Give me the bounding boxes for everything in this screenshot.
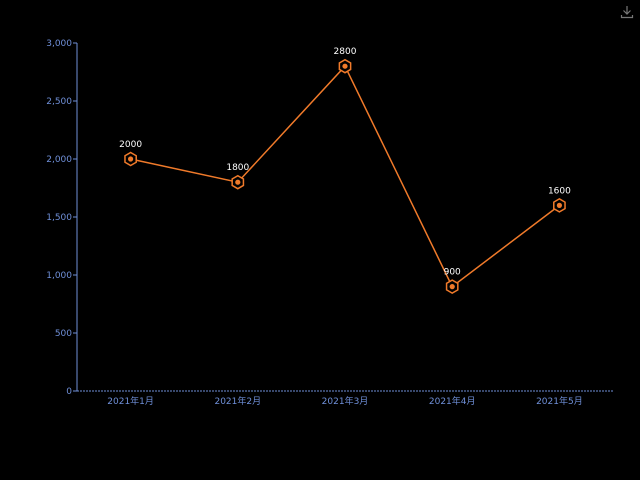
data-point[interactable] [553,198,566,213]
marker-dot [342,63,348,69]
x-tick-label: 2021年4月 [429,395,476,407]
y-tick-label: 2,500 [46,97,72,107]
data-label: 900 [444,268,461,278]
data-label: 2000 [119,140,142,150]
y-axis: 0 500 1,000 1,500 2,000 2,500 3,000 [46,39,78,397]
data-label: 1800 [226,163,249,173]
y-tick-label: 1,500 [46,213,72,223]
marker-dot [128,156,134,162]
marker-dot [556,202,563,208]
x-tick-label: 2021年2月 [214,395,261,407]
x-tick-label: 2021年1月 [107,395,154,407]
x-tick-label: 2021年3月 [322,395,369,407]
y-tick-label: 1,000 [46,271,72,281]
data-point[interactable] [124,151,137,167]
y-tick-label: 3,000 [46,39,72,49]
data-label: 1600 [548,186,571,196]
data-labels: 2000 1800 2800 900 1600 [119,47,571,277]
x-tick-label: 2021年5月 [536,395,583,407]
y-tick-label: 500 [55,329,72,339]
marker-dot [449,284,455,290]
data-point[interactable] [338,58,352,74]
y-tick-label: 2,000 [46,155,72,165]
data-label: 2800 [334,47,357,57]
series-line-group [124,58,566,294]
y-tick-label: 0 [66,387,72,397]
marker-dot [235,179,241,185]
x-axis: 2021年1月 2021年2月 2021年3月 2021年4月 2021年5月 [77,390,613,407]
data-point[interactable] [445,279,459,294]
series-line [130,64,560,288]
download-icon[interactable] [620,5,634,19]
data-point[interactable] [231,174,245,190]
